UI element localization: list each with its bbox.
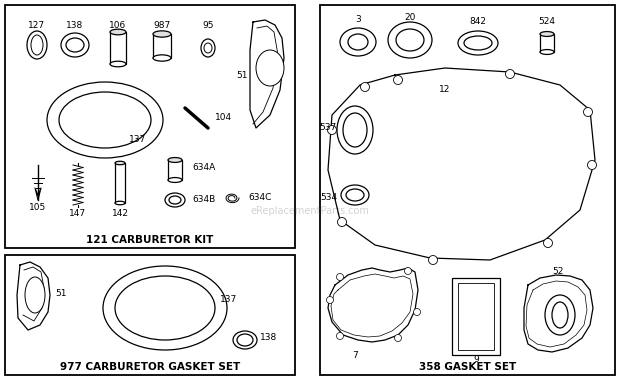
Ellipse shape: [59, 92, 151, 148]
Ellipse shape: [168, 178, 182, 182]
Ellipse shape: [27, 31, 47, 59]
Ellipse shape: [552, 302, 568, 328]
Ellipse shape: [545, 295, 575, 335]
Text: 137: 137: [220, 296, 237, 304]
Circle shape: [337, 218, 347, 226]
Ellipse shape: [25, 277, 45, 313]
Ellipse shape: [337, 106, 373, 154]
Circle shape: [583, 107, 593, 117]
Ellipse shape: [464, 36, 492, 50]
Bar: [110, 32, 126, 64]
Text: 127: 127: [29, 21, 45, 30]
Ellipse shape: [256, 50, 284, 86]
Bar: [115, 163, 125, 203]
Ellipse shape: [341, 185, 369, 205]
Ellipse shape: [110, 61, 126, 67]
Text: 142: 142: [112, 208, 128, 218]
Text: 106: 106: [109, 21, 126, 30]
Text: 12: 12: [440, 85, 451, 94]
Circle shape: [327, 125, 337, 134]
Ellipse shape: [540, 32, 554, 37]
Text: 7: 7: [352, 351, 358, 360]
Text: 634C: 634C: [248, 192, 272, 202]
Ellipse shape: [540, 50, 554, 54]
Circle shape: [414, 309, 420, 315]
Circle shape: [505, 69, 515, 78]
Ellipse shape: [201, 39, 215, 57]
Ellipse shape: [396, 29, 424, 51]
Circle shape: [544, 239, 552, 248]
Text: 51: 51: [236, 70, 248, 80]
Ellipse shape: [233, 331, 257, 349]
Text: 138: 138: [66, 21, 84, 30]
Circle shape: [404, 267, 412, 274]
Text: 104: 104: [215, 114, 232, 123]
Text: 138: 138: [260, 333, 277, 343]
Ellipse shape: [169, 196, 181, 204]
Circle shape: [588, 160, 596, 170]
Ellipse shape: [31, 35, 43, 55]
Circle shape: [394, 75, 402, 85]
Bar: [540, 34, 554, 52]
Text: 105: 105: [29, 203, 46, 213]
Text: 137: 137: [130, 136, 146, 144]
Bar: [153, 34, 171, 58]
Circle shape: [428, 256, 438, 264]
Text: 634B: 634B: [192, 195, 215, 205]
Text: eReplacementParts.com: eReplacementParts.com: [250, 205, 370, 216]
Ellipse shape: [47, 82, 163, 158]
Ellipse shape: [237, 334, 253, 346]
Ellipse shape: [204, 43, 212, 53]
Ellipse shape: [61, 33, 89, 57]
Ellipse shape: [348, 34, 368, 50]
Ellipse shape: [153, 55, 171, 61]
Ellipse shape: [66, 38, 84, 52]
Circle shape: [394, 335, 402, 341]
Ellipse shape: [346, 189, 364, 201]
Text: 9: 9: [473, 355, 479, 365]
Ellipse shape: [103, 266, 227, 350]
Text: 842: 842: [469, 18, 487, 27]
Ellipse shape: [115, 161, 125, 165]
Ellipse shape: [115, 201, 125, 205]
Text: 977 CARBURETOR GASKET SET: 977 CARBURETOR GASKET SET: [60, 362, 240, 372]
Text: 95: 95: [202, 21, 214, 30]
Ellipse shape: [340, 28, 376, 56]
Ellipse shape: [458, 31, 498, 55]
Ellipse shape: [110, 29, 126, 35]
Text: 534: 534: [320, 194, 337, 202]
Circle shape: [337, 274, 343, 280]
Text: 537: 537: [320, 123, 337, 133]
Text: 634A: 634A: [192, 163, 215, 173]
Circle shape: [337, 333, 343, 339]
Bar: [5, 5, 295, 248]
Bar: [168, 160, 182, 180]
Text: 358 GASKET SET: 358 GASKET SET: [419, 362, 516, 372]
Ellipse shape: [153, 31, 171, 37]
Text: 524: 524: [539, 18, 556, 27]
Text: 121 CARBURETOR KIT: 121 CARBURETOR KIT: [86, 235, 214, 245]
Ellipse shape: [388, 22, 432, 58]
Circle shape: [360, 83, 370, 91]
Ellipse shape: [168, 158, 182, 162]
Text: 51: 51: [55, 288, 66, 298]
Circle shape: [327, 296, 334, 304]
Bar: [452, 278, 500, 355]
Text: 20: 20: [404, 13, 415, 22]
Text: 3: 3: [355, 16, 361, 24]
Ellipse shape: [115, 276, 215, 340]
Bar: [320, 5, 615, 375]
Ellipse shape: [165, 193, 185, 207]
Text: 52: 52: [552, 267, 564, 277]
Bar: [5, 255, 295, 375]
Ellipse shape: [343, 113, 367, 147]
Bar: [458, 283, 494, 350]
Text: 987: 987: [153, 21, 170, 30]
Text: 147: 147: [69, 208, 87, 218]
